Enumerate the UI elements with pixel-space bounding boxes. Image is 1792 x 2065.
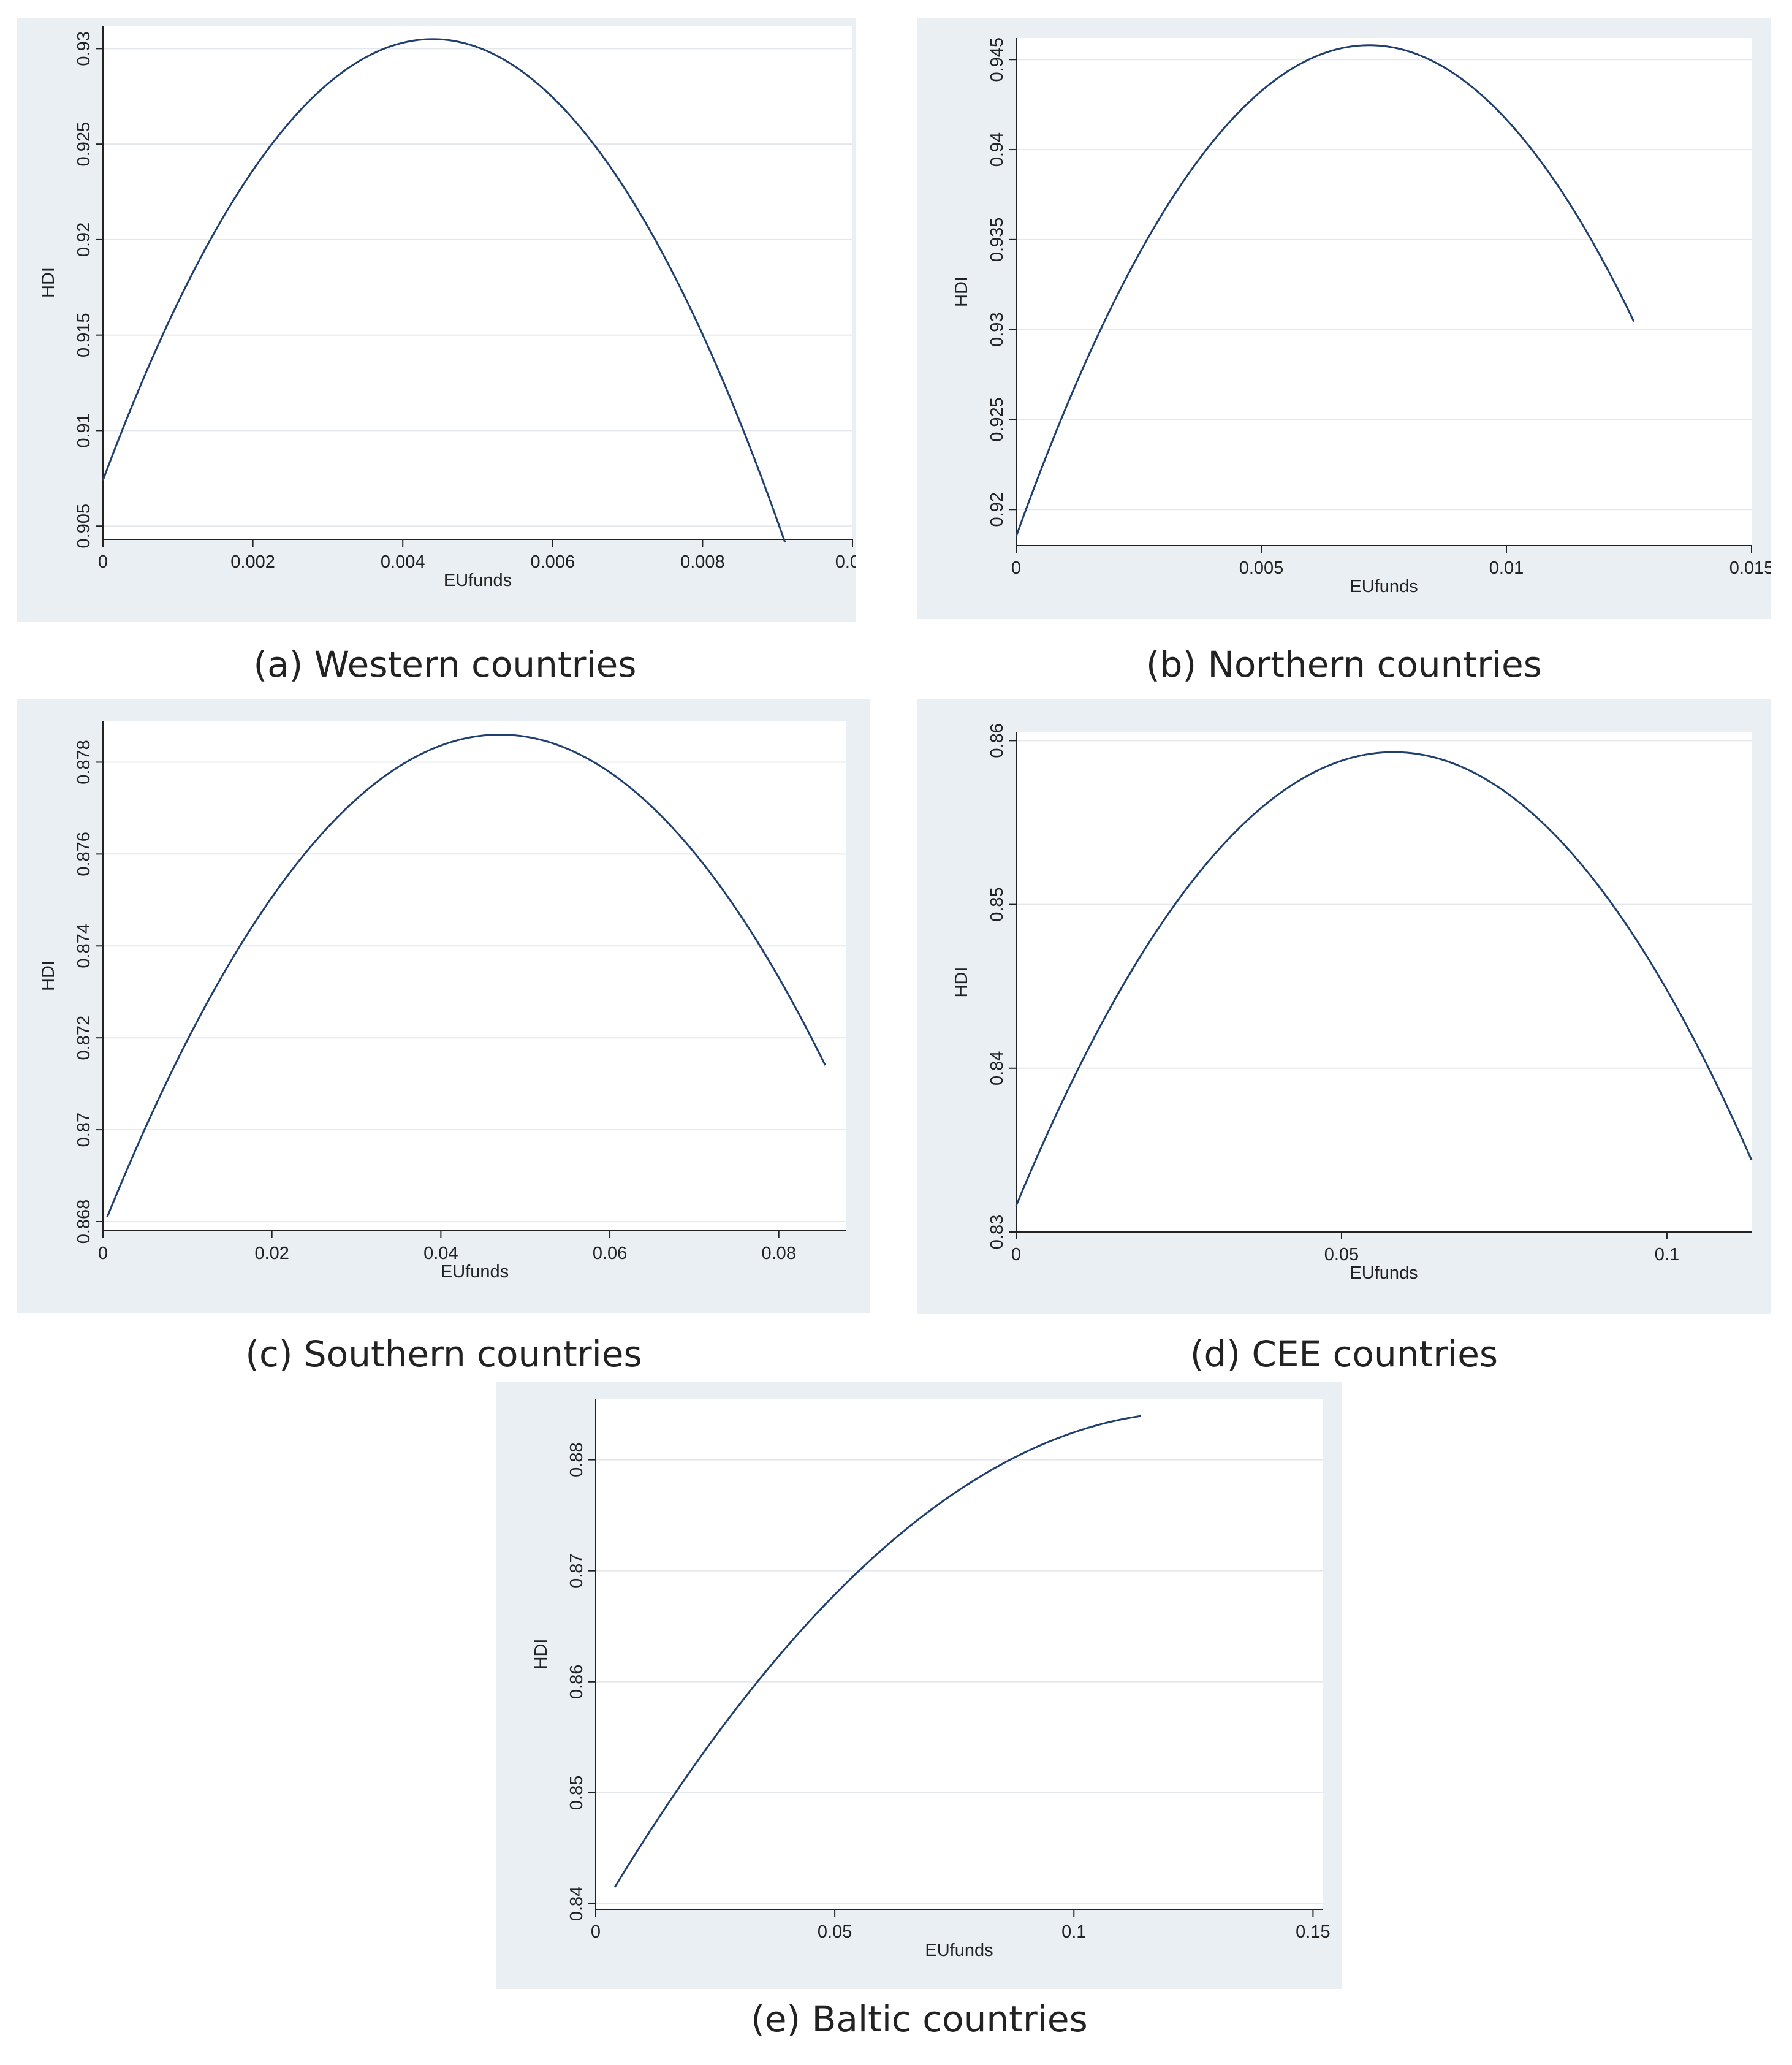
y-tick-label: 0.872 [74, 1016, 94, 1060]
caption-b: (b) Northern countries [1146, 644, 1542, 685]
chart-svg-a: 0.905 0.91 0.915 0.92 0.925 0.93 0 0.002 0.004 0.… [39, 26, 856, 590]
x-axis-label: EUfunds [1350, 1263, 1418, 1283]
x-tick-label: 0 [98, 1244, 108, 1263]
x-tick-label: 0.15 [1296, 1922, 1330, 1942]
y-tick-label: 0.86 [987, 723, 1007, 758]
series-line-e-0 [613, 1415, 1141, 1888]
y-axis-label: HDI [39, 267, 58, 298]
x-tick-label: 0.06 [593, 1244, 627, 1263]
plot-area [103, 26, 852, 539]
plot-area [596, 1399, 1323, 1909]
chart-panel-c: 0.868 0.87 0.872 0.874 0.876 0.878 0 0.02 0.04 0.… [17, 699, 870, 1313]
chart-panel-e: 0.84 0.85 0.86 0.87 0.88 0 0.05 0.1 0.15 EUfunds H… [496, 1382, 1342, 1989]
x-tick-label: 0 [98, 552, 108, 572]
y-tick-label: 0.85 [987, 887, 1007, 921]
plot-area [103, 721, 846, 1231]
y-tick-label: 0.85 [567, 1776, 587, 1810]
x-tick-label: 0.04 [423, 1244, 458, 1263]
y-axis-label: HDI [39, 960, 58, 991]
y-tick-label: 0.91 [74, 413, 94, 447]
chart-svg-c: 0.868 0.87 0.872 0.874 0.876 0.878 0 0.02 0.04 0.… [39, 721, 846, 1282]
x-axis-label: EUfunds [444, 571, 512, 590]
y-tick-label: 0.93 [987, 312, 1007, 346]
x-tick-label: 0.01 [1489, 558, 1524, 578]
caption-e: (e) Baltic countries [751, 1998, 1088, 2040]
series-line-c-0 [106, 734, 826, 1218]
caption-c: (c) Southern countries [245, 1333, 642, 1375]
x-tick-label: 0.05 [1324, 1245, 1359, 1264]
y-tick-label: 0.878 [74, 740, 94, 785]
x-axis-label: EUfunds [441, 1262, 509, 1282]
x-tick-label: 0.004 [381, 552, 425, 572]
y-tick-label: 0.92 [987, 492, 1007, 527]
plot-area [1016, 38, 1752, 546]
y-tick-label: 0.86 [567, 1665, 587, 1699]
x-tick-label: 0.005 [1239, 558, 1284, 578]
x-tick-label: 0 [1011, 1245, 1021, 1264]
chart-panel-a: 0.905 0.91 0.915 0.92 0.925 0.93 0 0.002 0.004 0.… [17, 18, 856, 622]
y-tick-label: 0.874 [74, 924, 94, 968]
y-tick-label: 0.84 [987, 1051, 1007, 1086]
y-tick-label: 0.87 [74, 1112, 94, 1147]
y-tick-label: 0.925 [987, 397, 1007, 442]
x-tick-label: 0.015 [1729, 558, 1771, 578]
caption-d: (d) CEE countries [1190, 1333, 1498, 1375]
chart-svg-d: 0.83 0.84 0.85 0.86 0 0.05 0.1 EUfunds HDI [952, 723, 1753, 1283]
y-tick-label: 0.945 [987, 37, 1007, 82]
y-tick-label: 0.915 [74, 313, 94, 357]
x-tick-label: 0.002 [230, 552, 275, 572]
x-tick-label: 0 [591, 1922, 601, 1942]
series-line-b-0 [1015, 44, 1635, 537]
y-tick-label: 0.868 [74, 1200, 94, 1244]
x-tick-label: 0 [1011, 558, 1021, 578]
y-axis-label: HDI [952, 967, 971, 998]
x-tick-label: 0.006 [531, 552, 575, 572]
y-axis-label: HDI [531, 1639, 551, 1670]
y-axis-label: HDI [952, 276, 971, 307]
chart-panel-d: 0.83 0.84 0.85 0.86 0 0.05 0.1 EUfunds HDI [917, 699, 1771, 1314]
y-tick-label: 0.925 [74, 122, 94, 167]
x-tick-label: 0.008 [680, 552, 725, 572]
x-tick-label: 0.1 [1061, 1922, 1086, 1942]
x-tick-label: 0.02 [254, 1244, 289, 1263]
x-axis-label: EUfunds [925, 1941, 993, 1960]
series-line-a-0 [102, 38, 786, 543]
x-tick-label: 0.08 [762, 1244, 796, 1263]
y-tick-label: 0.93 [74, 31, 94, 66]
y-tick-label: 0.905 [74, 504, 94, 549]
y-tick-label: 0.87 [567, 1553, 587, 1588]
x-tick-label: 0.1 [1655, 1245, 1679, 1264]
chart-panel-b: 0.92 0.925 0.93 0.935 0.94 0.945 0 0.005 0.01 0.0… [917, 18, 1771, 619]
x-tick-label: 0.01 [835, 552, 856, 572]
x-axis-label: EUfunds [1350, 577, 1418, 596]
y-tick-label: 0.84 [567, 1887, 587, 1921]
y-tick-label: 0.935 [987, 218, 1007, 262]
y-tick-label: 0.94 [987, 132, 1007, 167]
y-tick-label: 0.876 [74, 832, 94, 877]
x-tick-label: 0.05 [818, 1922, 852, 1942]
y-tick-label: 0.92 [74, 222, 94, 257]
chart-svg-b: 0.92 0.925 0.93 0.935 0.94 0.945 0 0.005 0.01 0.0… [952, 37, 1771, 596]
y-tick-label: 0.88 [567, 1442, 587, 1477]
chart-svg-e: 0.84 0.85 0.86 0.87 0.88 0 0.05 0.1 0.15 EUfunds H… [531, 1399, 1331, 1960]
series-line-d-0 [1015, 751, 1753, 1206]
y-tick-label: 0.83 [987, 1215, 1007, 1249]
caption-a: (a) Western countries [253, 644, 637, 685]
plot-area [1016, 732, 1752, 1232]
